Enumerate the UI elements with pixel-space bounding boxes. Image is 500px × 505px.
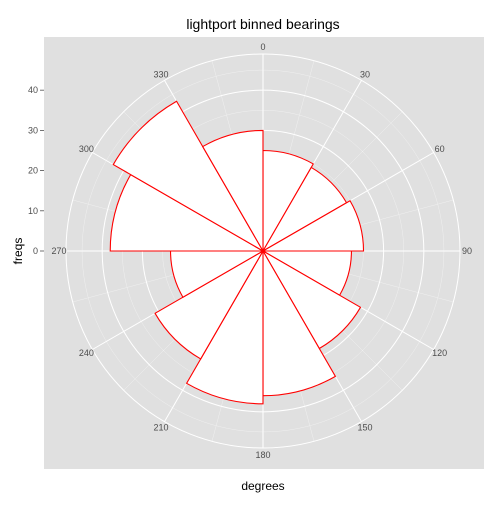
radial-tick-label: 40 (28, 85, 38, 95)
wedge-bar (112, 100, 265, 253)
radial-tick-label: 10 (28, 206, 38, 216)
labels-layer: 0 30 60 90 120 150 180 210 240 270 300 330 0 10 20 30 40 (28, 42, 472, 460)
wedge-bar (201, 129, 264, 254)
wedge-bar (260, 199, 365, 252)
angle-tick-label: 180 (255, 450, 270, 460)
radial-tick-label: 0 (33, 246, 38, 256)
radial-tick-label: 20 (28, 166, 38, 176)
x-axis-title: degrees (241, 479, 284, 493)
angle-tick-label: 300 (79, 144, 94, 154)
angle-tick-label: 90 (462, 246, 472, 256)
bars-layer (109, 100, 365, 405)
wedge-bar (185, 248, 264, 405)
angle-tick-label: 60 (435, 144, 445, 154)
angle-tick-label: 120 (432, 348, 447, 358)
wedge-bar (154, 249, 265, 360)
y-axis-title: freqs (11, 238, 25, 265)
angle-tick-label: 150 (357, 423, 372, 433)
angle-tick-label: 210 (153, 423, 168, 433)
angle-tick-label: 330 (153, 69, 168, 79)
angle-tick-label: 240 (79, 348, 94, 358)
angle-tick-label: 0 (260, 42, 265, 52)
radial-tick-label: 30 (28, 125, 38, 135)
angle-tick-label: 270 (51, 246, 66, 256)
angle-tick-label: 30 (360, 69, 370, 79)
chart-title: lightport binned bearings (186, 16, 339, 32)
